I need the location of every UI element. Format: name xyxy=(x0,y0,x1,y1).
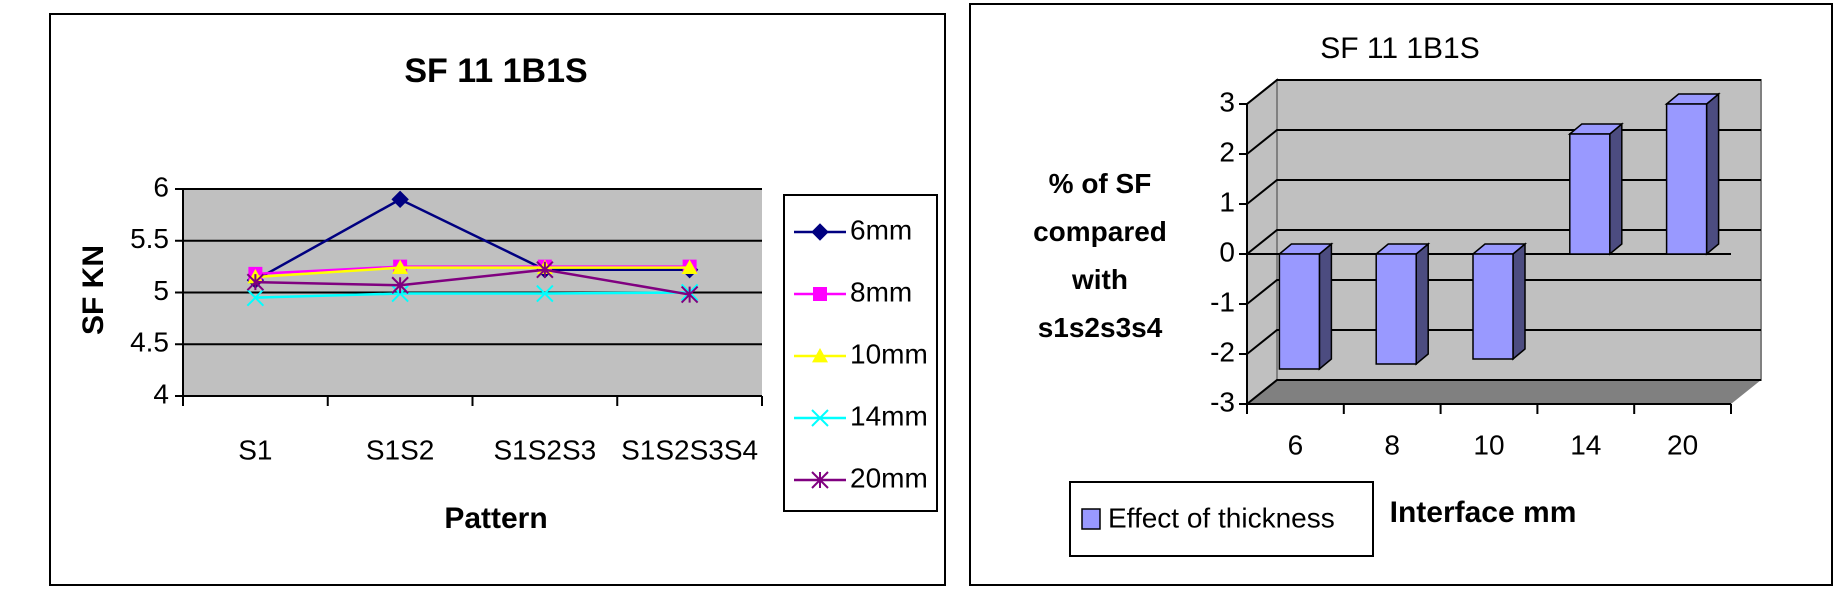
y-tick-label: 3 xyxy=(1219,86,1235,117)
marker xyxy=(536,284,554,303)
bar xyxy=(1569,133,1611,255)
x-axis-label: Interface mm xyxy=(1390,496,1577,529)
marker xyxy=(391,284,409,303)
y-tick-label: 4 xyxy=(153,378,169,409)
marker xyxy=(392,259,409,275)
y-tick-label: 2 xyxy=(1219,136,1235,167)
legend-label: 20mm xyxy=(850,462,928,493)
marker xyxy=(536,261,554,279)
x-tick-label: 14 xyxy=(1570,429,1601,460)
series-line xyxy=(254,197,690,282)
x-tick-label: S1S2S3 xyxy=(494,434,597,465)
y-tick-label: 0 xyxy=(1219,236,1235,267)
y-tick-label: 4.5 xyxy=(130,327,169,358)
series-line xyxy=(255,266,690,279)
grid-line xyxy=(1246,279,1761,305)
series-line xyxy=(255,291,690,299)
chart-title: SF 11 1B1S xyxy=(1320,32,1480,65)
x-tick-label: S1S2 xyxy=(366,434,435,465)
grid-line xyxy=(1246,379,1761,405)
y-tick-label: 1 xyxy=(1219,186,1235,217)
grid-line xyxy=(1246,329,1761,355)
legend xyxy=(1069,481,1374,557)
y-axis-label: % of SF compared with s1s2s3s4 xyxy=(1033,168,1167,343)
x-tick-label: 8 xyxy=(1384,429,1400,460)
bar-side xyxy=(1705,92,1720,256)
bar xyxy=(1278,253,1321,370)
bar-side xyxy=(1415,242,1429,366)
legend-marker xyxy=(811,471,829,489)
legend xyxy=(783,194,938,512)
y-tick-label: -2 xyxy=(1210,336,1235,367)
floor xyxy=(1247,380,1761,404)
bar-side xyxy=(1512,242,1526,361)
bar-side xyxy=(1318,242,1333,371)
chart-frame xyxy=(969,3,1833,586)
chart-frame xyxy=(49,13,946,586)
marker xyxy=(246,273,265,291)
y-tick-label: 6 xyxy=(153,171,169,202)
bar xyxy=(1375,253,1417,365)
y-tick-label: 5 xyxy=(153,275,169,306)
x-tick-label: 10 xyxy=(1473,429,1504,460)
marker xyxy=(391,190,409,209)
chart-title: SF 11 1B1S xyxy=(404,52,587,90)
x-tick-label: 6 xyxy=(1288,429,1304,460)
bar-side xyxy=(1609,122,1623,256)
x-tick-label: S1S2S3S4 xyxy=(621,434,758,465)
legend-marker xyxy=(811,409,829,427)
legend-label: 8mm xyxy=(850,276,912,307)
marker xyxy=(391,276,409,294)
bar xyxy=(1472,253,1514,360)
legend-marker xyxy=(813,287,827,301)
legend-label: 10mm xyxy=(850,338,928,369)
marker xyxy=(680,285,699,304)
legend-marker xyxy=(812,348,828,363)
x-tick-label: S1 xyxy=(238,434,272,465)
grid-line xyxy=(1246,79,1761,105)
y-tick-label: -3 xyxy=(1210,386,1235,417)
bar xyxy=(1665,103,1708,255)
legend-label: 6mm xyxy=(850,214,912,245)
x-tick-label: 20 xyxy=(1667,429,1698,460)
series-line xyxy=(255,268,690,296)
y-tick-label: -1 xyxy=(1210,286,1235,317)
legend-swatch xyxy=(1081,508,1101,530)
y-tick-label: 5.5 xyxy=(130,223,169,254)
y-axis-label: SF KN xyxy=(77,245,110,335)
marker xyxy=(246,288,265,307)
legend-label: Effect of thickness xyxy=(1108,502,1335,533)
marker xyxy=(681,259,698,275)
x-axis-label: Pattern xyxy=(444,502,547,535)
legend-marker xyxy=(811,223,829,241)
legend-label: 14mm xyxy=(850,400,928,431)
